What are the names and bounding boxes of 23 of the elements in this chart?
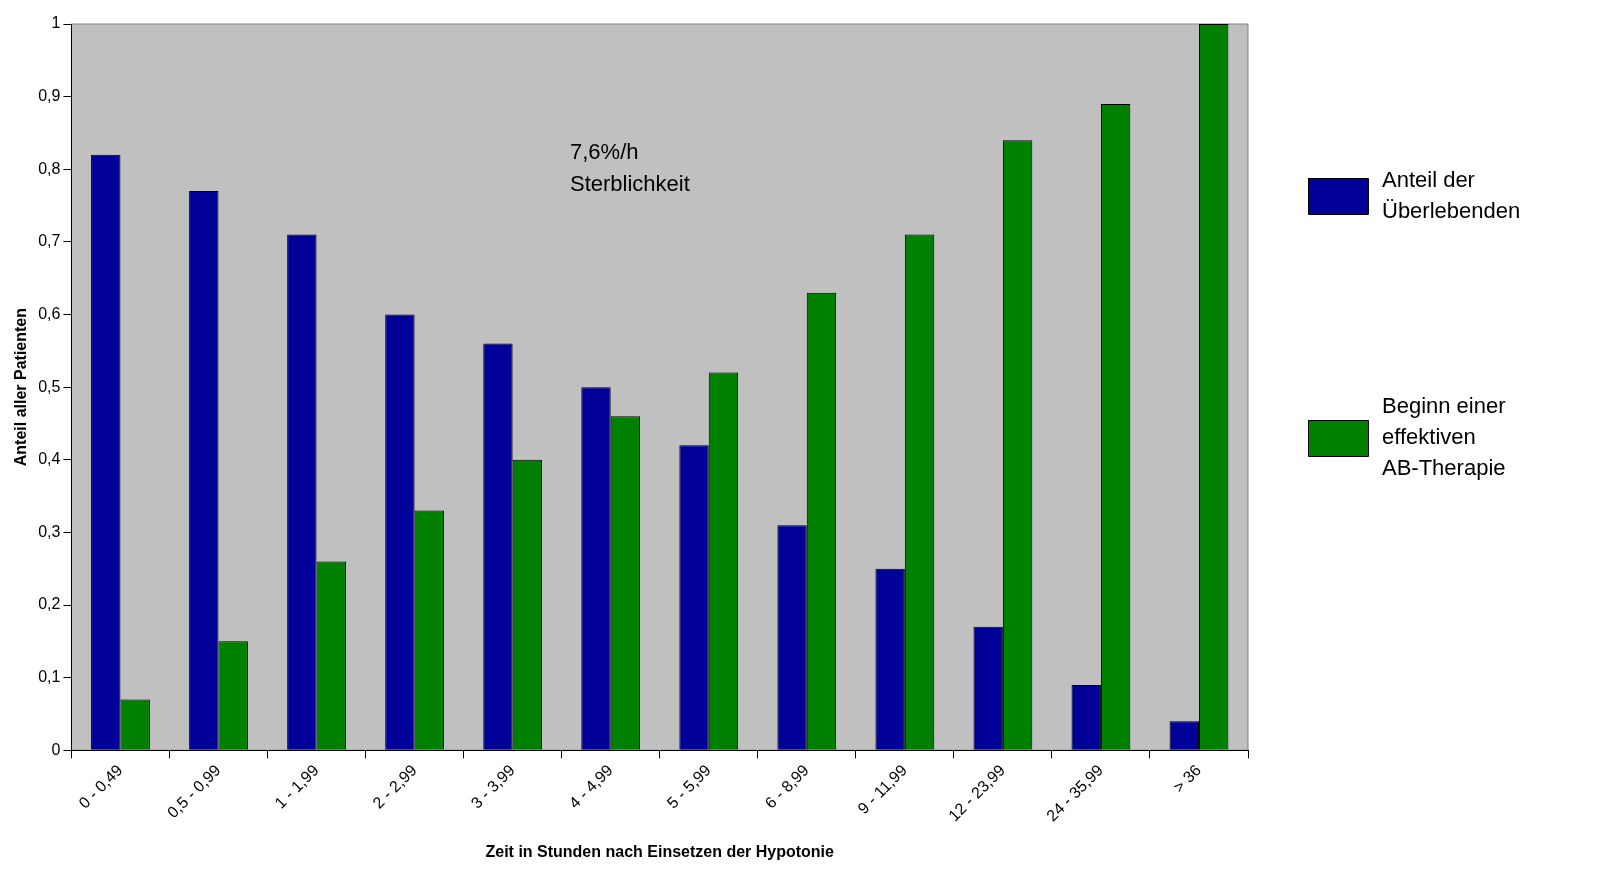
y-tick-label: 0,9	[38, 87, 61, 105]
y-tick-label: 0,3	[38, 522, 61, 540]
annotation: 7,6%/h Sterblichkeit	[570, 138, 691, 198]
x-tick-label: 0 - 0,49	[75, 761, 126, 812]
y-tick-label: 0,1	[38, 668, 61, 686]
y-tick-label: 0	[51, 740, 61, 758]
x-tick-label: 5 - 5,99	[663, 761, 715, 812]
y-tick-label: 0,4	[38, 450, 61, 468]
x-tick-label: 6 - 8,99	[761, 761, 813, 812]
x-tick-label: 3 - 3,99	[467, 761, 518, 812]
y-tick-label: 0,2	[38, 595, 61, 613]
legend-label: Beginn einer effektiven AB-Therapie	[1382, 393, 1506, 481]
y-axis-title: Anteil aller Patienten	[12, 308, 30, 467]
x-tick-label: > 36	[1169, 761, 1205, 796]
legend-label: Anteil der Überlebenden	[1382, 166, 1521, 223]
y-tick-label: 1	[51, 14, 61, 32]
x-tick-label: 0,5 - 0,99	[163, 761, 224, 822]
x-axis-title: Zeit in Stunden nach Einsetzen der Hypotonie	[485, 842, 835, 860]
y-tick-label: 0,5	[38, 377, 61, 395]
y-tick-label: 0,6	[38, 304, 61, 322]
y-tick-label: 0,7	[38, 232, 61, 250]
y-tick-label: 0,8	[38, 159, 61, 177]
x-tick-label: 4 - 4,99	[565, 761, 616, 812]
